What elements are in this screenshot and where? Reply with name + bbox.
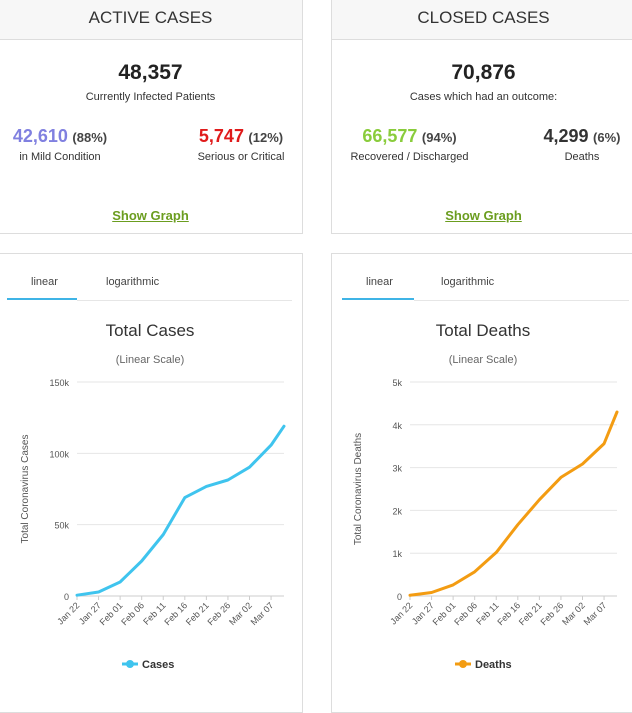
recovered-value: 66,577 [362, 126, 418, 146]
recovered-label: Recovered / Discharged [350, 151, 469, 163]
y-tick-label: 3k [392, 464, 402, 474]
closed-subtitle: Cases which had an outcome: [409, 91, 558, 103]
tab-logarithmic[interactable]: logarithmic [106, 276, 160, 288]
closed-total: 70,876 [451, 61, 516, 84]
deaths-pct: (6%) [593, 130, 621, 145]
serious-value: 5,747 [198, 126, 244, 146]
y-tick-label: 0 [64, 592, 69, 602]
mild-pct: (88%) [72, 130, 108, 145]
chart-subtitle: (Linear Scale) [116, 354, 184, 366]
active-cases-panel: ACTIVE CASES 48,357 Currently Infected P… [0, 0, 303, 234]
serious-stat: 5,747 (12%) Serious or Critical [185, 126, 297, 163]
x-tick-label: Feb 21 [184, 600, 211, 627]
chart-subtitle: (Linear Scale) [449, 354, 517, 366]
x-tick-label: Feb 01 [431, 600, 458, 627]
x-tick-label: Jan 22 [388, 600, 414, 626]
x-tick-label: Feb 21 [517, 600, 544, 627]
series-line-cases [75, 424, 286, 597]
legend-label: Deaths [475, 659, 512, 671]
tab-linear[interactable]: linear [366, 276, 393, 288]
x-tick-label: Feb 16 [162, 600, 189, 627]
y-tick-label: 2k [392, 506, 402, 516]
chart-title: Total Cases [106, 321, 195, 340]
active-total: 48,357 [118, 61, 183, 84]
x-tick-label: Mar 07 [582, 600, 609, 627]
x-tick-label: Feb 26 [205, 600, 232, 627]
y-tick-label: 5k [392, 378, 402, 388]
y-tick-label: 150k [49, 378, 69, 388]
y-tick-label: 50k [54, 521, 69, 531]
active-subtitle: Currently Infected Patients [85, 91, 216, 103]
mild-stat: 42,610 (88%) in Mild Condition [5, 126, 115, 163]
legend-marker [459, 660, 467, 668]
active-cases-header: ACTIVE CASES [0, 0, 302, 40]
y-tick-label: 1k [392, 549, 402, 559]
cases-chart: Total Cases (Linear Scale) 0 50k 100k 150k Tot… [20, 321, 286, 671]
x-tick-label: Feb 01 [98, 600, 125, 627]
y-tick-label: 0 [397, 592, 402, 602]
tab-logarithmic[interactable]: logarithmic [441, 276, 495, 288]
x-tick-label: Mar 02 [560, 600, 587, 627]
closed-cases-panel: CLOSED CASES 70,876 Cases which had an o… [331, 0, 632, 234]
active-tab-indicator [7, 298, 77, 300]
serious-label: Serious or Critical [197, 151, 285, 163]
recovered-stat: 66,577 (94%) Recovered / Discharged [342, 126, 477, 163]
x-tick-label: Mar 07 [249, 600, 276, 627]
x-tick-label: Jan 22 [55, 600, 81, 626]
legend-label: Cases [142, 659, 174, 671]
active-tab-indicator [342, 298, 414, 300]
x-tick-label: Feb 16 [495, 600, 522, 627]
series-line-deaths [408, 410, 619, 597]
chart-title: Total Deaths [436, 321, 531, 340]
serious-pct: (12%) [248, 130, 284, 145]
deaths-chart-panel: linear logarithmic Total Deaths (Linear S… [331, 253, 632, 713]
legend-marker [126, 660, 134, 668]
tab-divider [77, 300, 292, 301]
x-tick-label: Mar 02 [227, 600, 254, 627]
tab-divider [414, 300, 629, 301]
active-show-graph-link[interactable]: Show Graph [112, 208, 189, 223]
recovered-pct: (94%) [421, 130, 457, 145]
closed-cases-header: CLOSED CASES [332, 0, 632, 40]
deaths-stat: 4,299 (6%) Deaths [532, 126, 632, 163]
mild-value: 42,610 [12, 126, 68, 146]
deaths-chart: Total Deaths (Linear Scale) 0 1k 2k 3k 4k 5k Tot… [353, 321, 619, 671]
closed-show-graph-link[interactable]: Show Graph [445, 208, 522, 223]
mild-label: in Mild Condition [19, 151, 101, 163]
x-tick-label: Feb 06 [452, 600, 479, 627]
tab-linear[interactable]: linear [31, 276, 58, 288]
cases-chart-panel: linear logarithmic Total Cases (Linear Sc… [0, 253, 303, 713]
x-tick-label: Feb 26 [538, 600, 565, 627]
x-tick-label: Feb 06 [119, 600, 146, 627]
y-tick-label: 100k [49, 449, 69, 459]
y-axis-label: Total Coronavirus Deaths [353, 433, 364, 545]
y-axis-label: Total Coronavirus Cases [20, 435, 31, 544]
deaths-value: 4,299 [543, 126, 589, 146]
y-tick-label: 4k [392, 421, 402, 431]
deaths-label: Deaths [564, 151, 600, 163]
